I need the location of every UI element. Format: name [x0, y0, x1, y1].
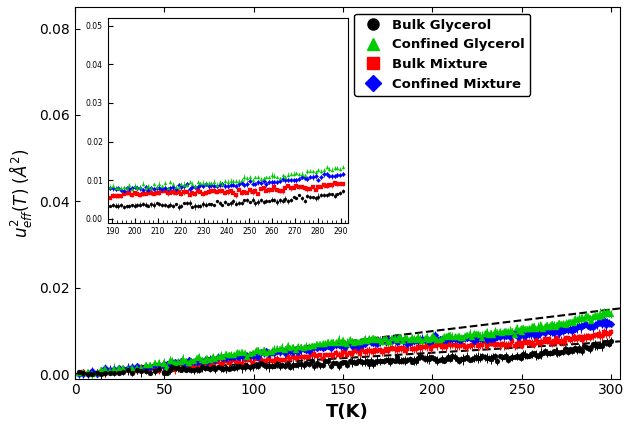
X-axis label: T(K): T(K)	[326, 403, 369, 421]
Legend: Bulk Glycerol, Confined Glycerol, Bulk Mixture, Confined Mixture: Bulk Glycerol, Confined Glycerol, Bulk M…	[354, 14, 530, 96]
Y-axis label: $u^2_{eff}(T)$ $(\AA^2)$: $u^2_{eff}(T)$ $(\AA^2)$	[7, 148, 34, 238]
